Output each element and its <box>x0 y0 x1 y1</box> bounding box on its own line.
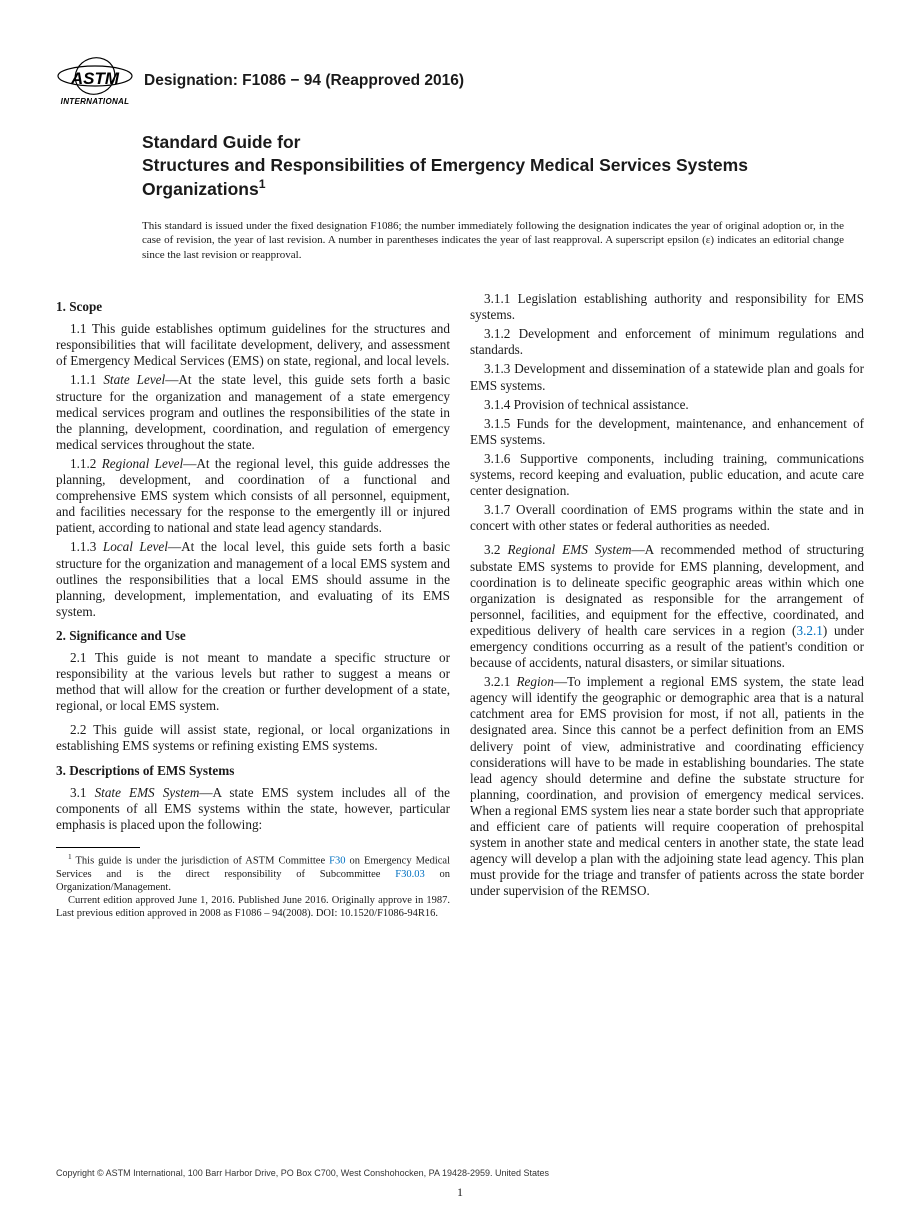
para-3-1-2: 3.1.2 Development and enforcement of min… <box>470 326 864 358</box>
label: Regional EMS System <box>508 542 632 557</box>
svg-text:ASTM: ASTM <box>70 69 120 88</box>
lead: 3.2.1 <box>484 674 516 689</box>
section-1-head: 1. Scope <box>56 299 450 315</box>
lead: 1.1.1 <box>70 372 103 387</box>
para-1-1: 1.1 This guide establishes optimum guide… <box>56 321 450 369</box>
designation: Designation: F1086 − 94 (Reapproved 2016… <box>144 72 464 90</box>
label: Region <box>516 674 553 689</box>
label: State EMS System <box>95 785 200 800</box>
crossref-link[interactable]: 3.2.1 <box>796 623 822 638</box>
committee-link[interactable]: F30 <box>329 855 345 866</box>
header-row: ASTM INTERNATIONAL Designation: F1086 − … <box>56 54 864 108</box>
para-3-1-3: 3.1.3 Development and dissemination of a… <box>470 361 864 393</box>
section-3-head: 3. Descriptions of EMS Systems <box>56 763 450 779</box>
title-line1: Standard Guide for <box>142 132 864 153</box>
para-1-1-1: 1.1.1 State Level—At the state level, th… <box>56 372 450 452</box>
issuance-note: This standard is issued under the fixed … <box>142 219 844 264</box>
para-3-1: 3.1 State EMS System—A state EMS system … <box>56 785 450 833</box>
footnote-block: 1 This guide is under the jurisdiction o… <box>56 847 450 920</box>
text: —To implement a regional EMS system, the… <box>470 674 864 898</box>
title-block: Standard Guide for Structures and Respon… <box>142 132 864 201</box>
label: Regional Level <box>102 456 183 471</box>
subcommittee-link[interactable]: F30.03 <box>395 869 424 880</box>
para-2-1: 2.1 This guide is not meant to mandate a… <box>56 650 450 714</box>
lead: 3.2 <box>484 542 508 557</box>
footnote-1: 1 This guide is under the jurisdiction o… <box>56 852 450 894</box>
para-3-1-1: 3.1.1 Legislation establishing authority… <box>470 291 864 323</box>
label: State Level <box>103 372 165 387</box>
footnote-2: Current edition approved June 1, 2016. P… <box>56 894 450 920</box>
page-number: 1 <box>457 1185 463 1200</box>
lead: 3.1 <box>70 785 95 800</box>
footnote-rule <box>56 847 140 848</box>
svg-text:INTERNATIONAL: INTERNATIONAL <box>61 97 130 106</box>
copyright: Copyright © ASTM International, 100 Barr… <box>56 1168 549 1178</box>
body-columns: 1. Scope 1.1 This guide establishes opti… <box>56 291 864 920</box>
para-1-1-3: 1.1.3 Local Level—At the local level, th… <box>56 539 450 619</box>
title-line2: Structures and Responsibilities of Emerg… <box>142 155 864 201</box>
astm-logo: ASTM INTERNATIONAL <box>56 54 134 108</box>
para-3-1-7: 3.1.7 Overall coordination of EMS progra… <box>470 502 864 534</box>
para-3-2: 3.2 Regional EMS System—A recommended me… <box>470 542 864 671</box>
fn-text: This guide is under the jurisdiction of … <box>72 855 329 866</box>
para-3-1-5: 3.1.5 Funds for the development, mainten… <box>470 416 864 448</box>
para-2-2: 2.2 This guide will assist state, region… <box>56 722 450 754</box>
para-3-1-6: 3.1.6 Supportive components, including t… <box>470 451 864 499</box>
title-superscript: 1 <box>259 177 266 191</box>
lead: 1.1.2 <box>70 456 102 471</box>
lead: 1.1.3 <box>70 539 103 554</box>
para-1-1-2: 1.1.2 Regional Level—At the regional lev… <box>56 456 450 536</box>
para-3-1-4: 3.1.4 Provision of technical assistance. <box>470 397 864 413</box>
label: Local Level <box>103 539 168 554</box>
section-2-head: 2. Significance and Use <box>56 628 450 644</box>
title-text: Structures and Responsibilities of Emerg… <box>142 155 748 199</box>
para-3-2-1: 3.2.1 Region—To implement a regional EMS… <box>470 674 864 899</box>
